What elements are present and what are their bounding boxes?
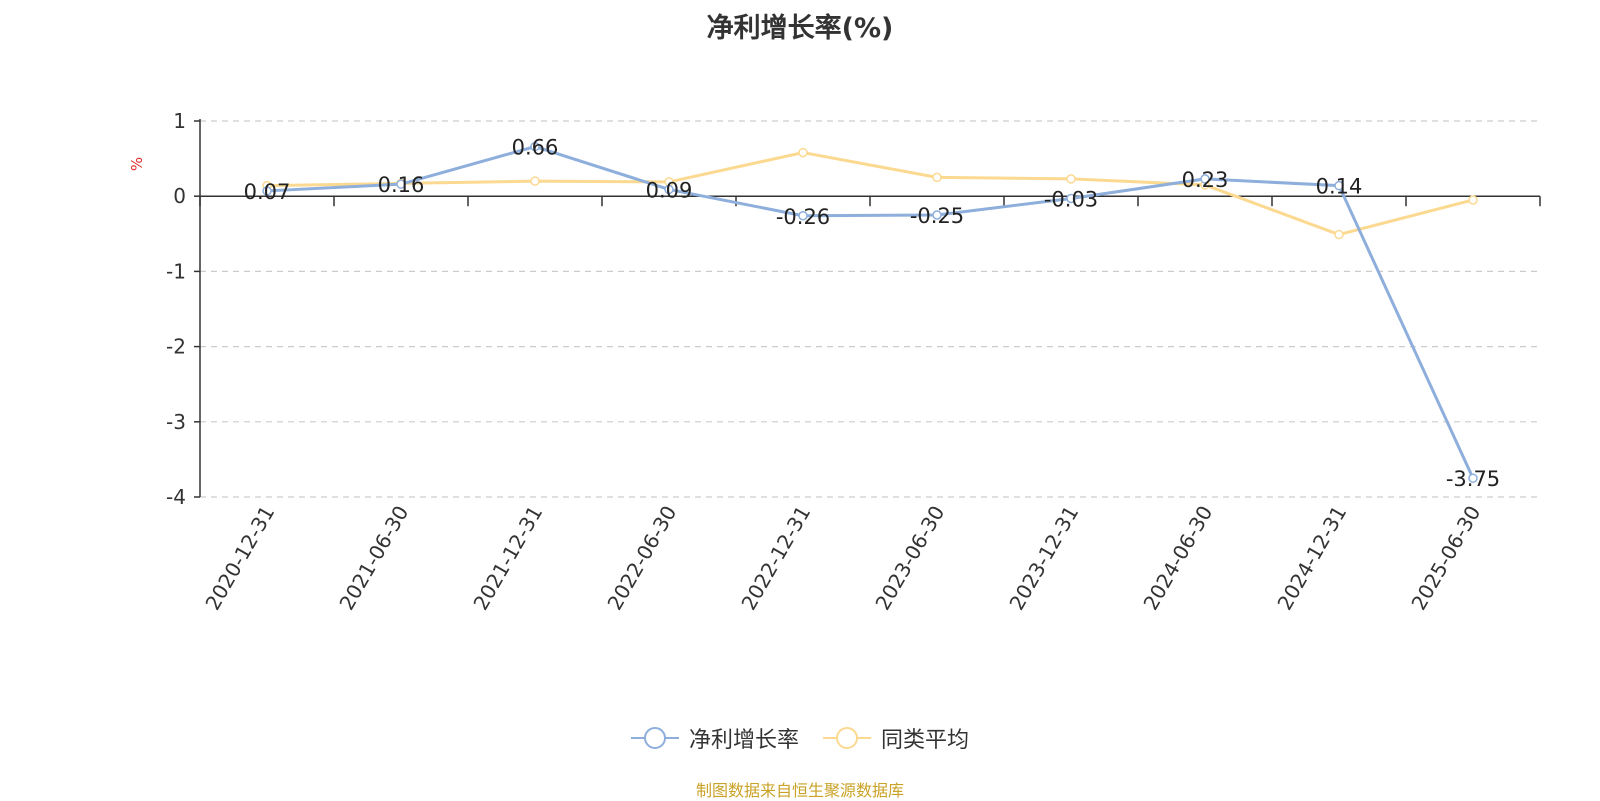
source-note: 制图数据来自恒生聚源数据库 bbox=[695, 781, 904, 800]
x-tick-label-7: 2024-06-30 bbox=[1138, 502, 1217, 615]
series-1-point-2 bbox=[530, 141, 540, 152]
legend-item-series-1[interactable]: 净利增长率 bbox=[630, 722, 799, 754]
series-1-point-7 bbox=[1200, 174, 1210, 184]
legend-label-series-1: 净利增长率 bbox=[688, 728, 799, 753]
x-tick-label-9: 2025-06-30 bbox=[1406, 502, 1485, 615]
x-tick-label-0: 2020-12-31 bbox=[200, 502, 279, 615]
series-1-point-5 bbox=[932, 210, 942, 220]
data-label-5: -0.25 bbox=[910, 204, 964, 228]
data-label-8: 0.14 bbox=[1316, 175, 1363, 199]
y-tick-label-2: -1 bbox=[166, 259, 186, 283]
legend-item-series-2[interactable]: 同类平均 bbox=[823, 722, 969, 754]
series-2-point-8 bbox=[1334, 229, 1344, 240]
series-1-point-6 bbox=[1066, 193, 1076, 204]
data-label-2: 0.66 bbox=[512, 136, 559, 160]
y-tick-label-0: 1 bbox=[173, 109, 186, 133]
series-1-point-0 bbox=[262, 186, 272, 196]
series-line-1 bbox=[266, 145, 1475, 479]
legend-marker-series-1 bbox=[630, 727, 679, 749]
data-label-0: 0.07 bbox=[244, 180, 291, 204]
series-2-point-5 bbox=[932, 172, 942, 183]
series-1-point-4 bbox=[798, 211, 808, 221]
x-tick-label-5: 2023-06-30 bbox=[870, 502, 949, 615]
series-2-point-2 bbox=[530, 176, 540, 186]
series-1-point-1 bbox=[396, 179, 406, 189]
data-label-7: 0.23 bbox=[1182, 168, 1229, 192]
y-tick-label-1: 0 bbox=[173, 184, 186, 208]
data-label-6: -0.03 bbox=[1044, 187, 1098, 211]
series-2-point-4 bbox=[798, 147, 808, 158]
x-tick-label-6: 2023-12-31 bbox=[1004, 502, 1083, 615]
x-tick-label-2: 2021-12-31 bbox=[468, 502, 547, 615]
chart-title: 净利增长率(%) bbox=[706, 13, 894, 44]
data-label-9: -3.75 bbox=[1446, 467, 1500, 491]
y-tick-label-3: -2 bbox=[166, 335, 186, 359]
y-tick-label-4: -3 bbox=[166, 410, 186, 434]
series-2-point-6 bbox=[1066, 174, 1076, 184]
data-label-4: -0.26 bbox=[776, 205, 830, 229]
y-tick-label-5: -4 bbox=[166, 485, 186, 509]
data-label-1: 0.16 bbox=[378, 173, 425, 197]
legend: 净利增长率 同类平均 bbox=[0, 722, 1600, 754]
series-1-point-8 bbox=[1334, 180, 1344, 191]
y-axis-label: % bbox=[128, 157, 146, 171]
data-label-3: 0.09 bbox=[646, 178, 693, 202]
x-tick-label-4: 2022-12-31 bbox=[736, 502, 815, 615]
x-tick-label-1: 2021-06-30 bbox=[334, 502, 413, 615]
series-1-point-3 bbox=[664, 184, 674, 195]
legend-label-series-2: 同类平均 bbox=[881, 728, 970, 753]
series-1-point-9 bbox=[1468, 473, 1478, 483]
series-2-point-9 bbox=[1468, 195, 1478, 205]
legend-marker-series-2 bbox=[823, 727, 871, 749]
x-tick-label-8: 2024-12-31 bbox=[1272, 502, 1351, 615]
x-tick-label-3: 2022-06-30 bbox=[602, 502, 681, 615]
series-line-2 bbox=[266, 151, 1474, 237]
